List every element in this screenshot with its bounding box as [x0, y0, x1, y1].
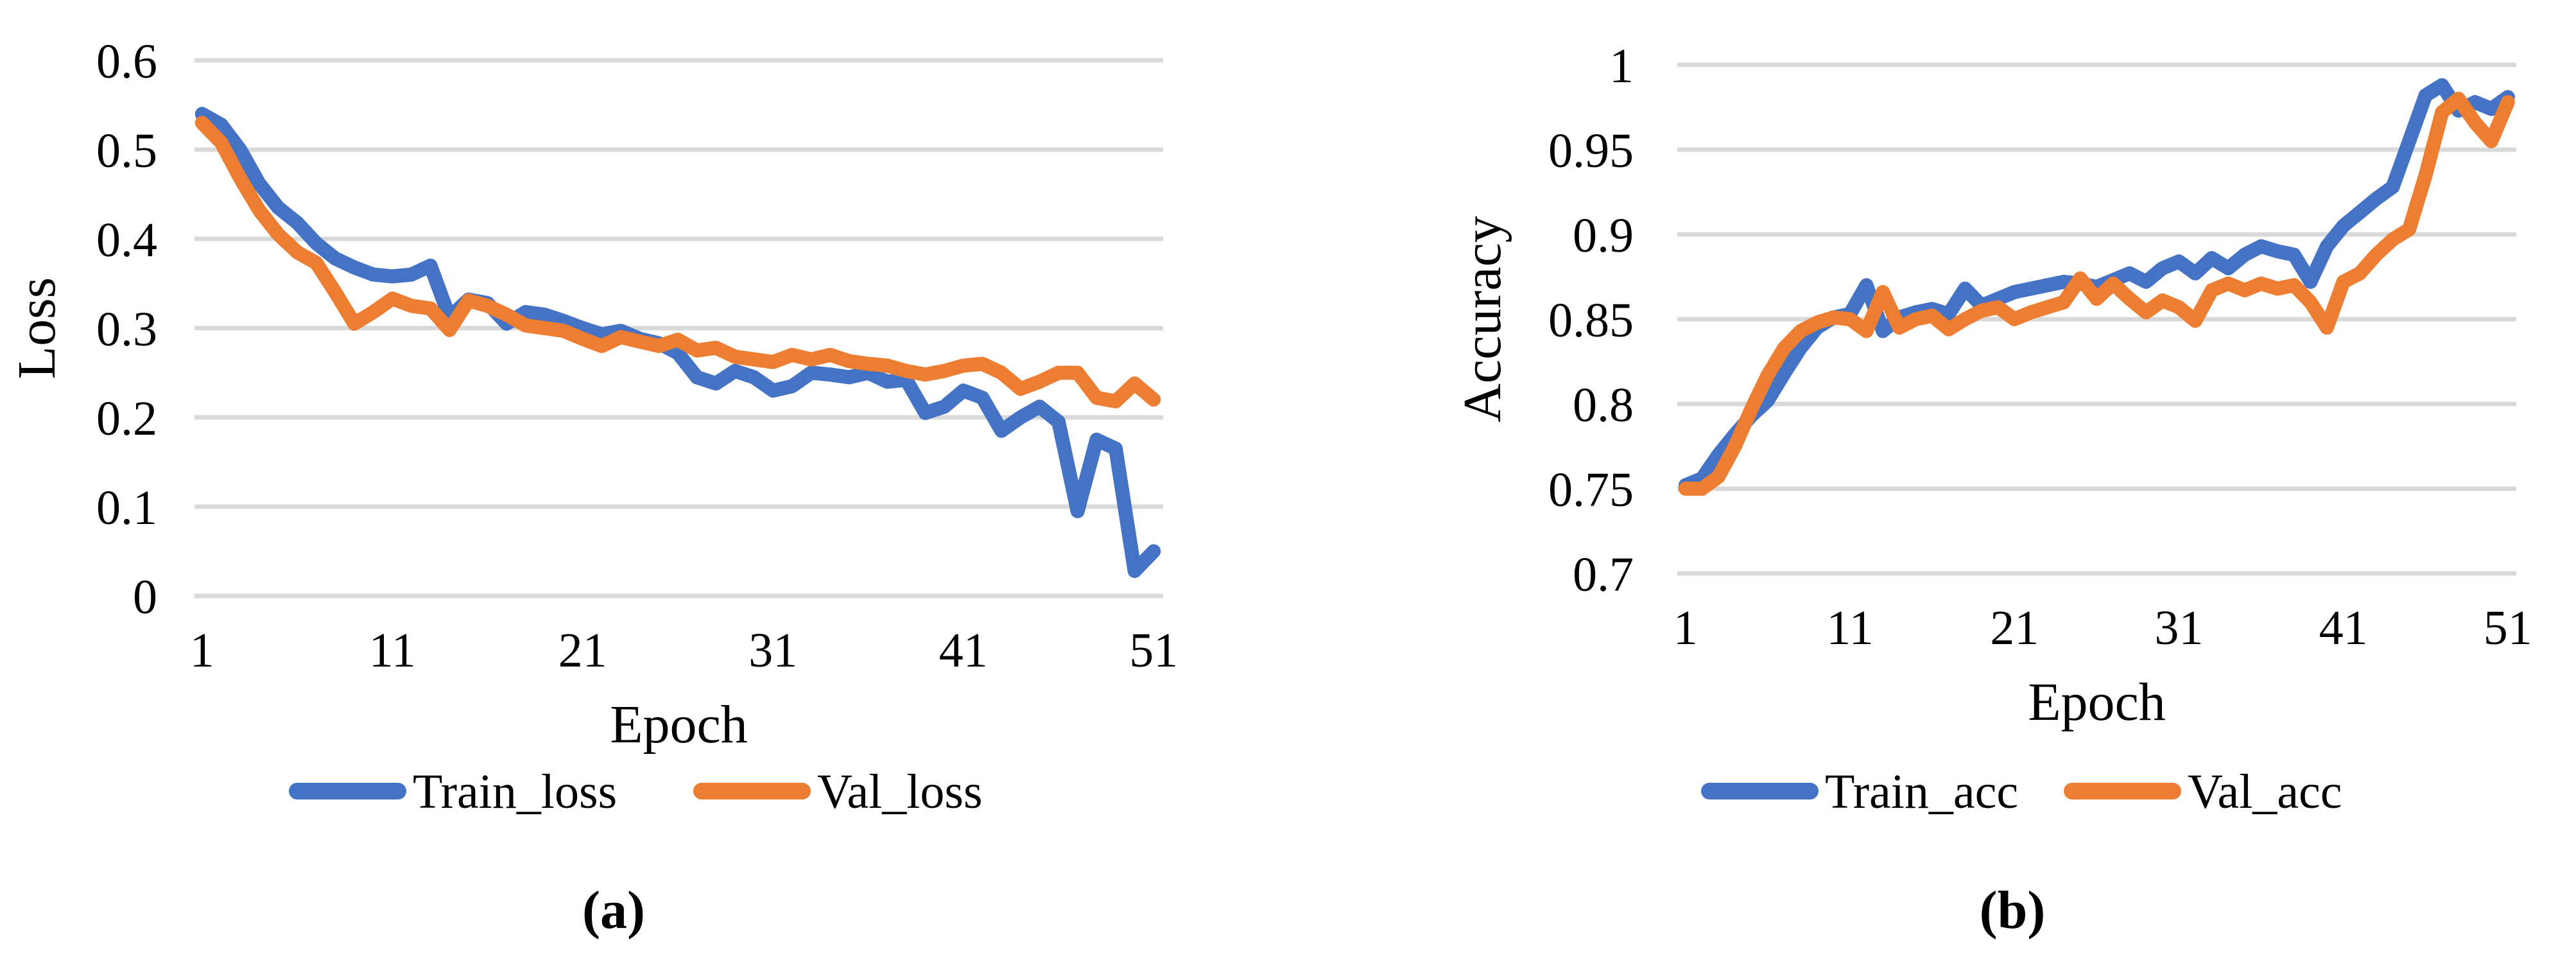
accuracy-series-val_acc [1678, 91, 2515, 496]
accuracy-ytick-label: 0.8 [1573, 378, 1634, 432]
loss-y-axis-title: Loss [7, 277, 67, 380]
loss-legend-swatch-train_loss [289, 783, 406, 799]
accuracy-xtick-label: 1 [1673, 601, 1698, 655]
loss-series-val_loss [194, 116, 1161, 408]
loss-legend-label-val_loss: Val_loss [817, 765, 983, 819]
loss-x-axis-title: Epoch [610, 695, 748, 755]
accuracy-legend-label-val_acc: Val_acc [2188, 765, 2342, 819]
loss-xtick-label: 1 [190, 624, 214, 677]
loss-xtick-label: 21 [558, 624, 607, 677]
accuracy-legend-label-train_acc: Train_acc [1825, 765, 2018, 819]
loss-xtick-label: 51 [1129, 624, 1178, 677]
accuracy-y-axis-title: Accuracy [1453, 216, 1512, 423]
accuracy-x-axis-title: Epoch [2028, 672, 2166, 732]
accuracy-xtick-label: 31 [2154, 601, 2203, 655]
loss-ytick-label: 0.4 [96, 213, 157, 267]
accuracy-ytick-label: 0.9 [1573, 209, 1634, 263]
accuracy-ytick-label: 0.7 [1573, 548, 1634, 602]
accuracy-xtick-label: 11 [1826, 601, 1873, 655]
loss-ytick-label: 0.5 [96, 124, 157, 178]
loss-legend-label-train_loss: Train_loss [413, 765, 617, 819]
loss-ytick-label: 0.2 [96, 392, 157, 446]
accuracy-ytick-label: 1 [1609, 39, 1634, 93]
accuracy-ytick-label: 0.95 [1548, 124, 1634, 178]
accuracy-xtick-label: 21 [1990, 601, 2039, 655]
accuracy-panel-label: (b) [1980, 880, 2046, 940]
accuracy-ytick-label: 0.75 [1548, 463, 1634, 517]
accuracy-legend-swatch-train_acc [1701, 783, 1819, 799]
loss-xtick-label: 31 [748, 624, 797, 677]
accuracy-ytick-label: 0.85 [1548, 293, 1634, 347]
loss-ytick-label: 0.1 [96, 481, 157, 535]
loss-legend-swatch-val_loss [693, 783, 811, 799]
loss-ytick-label: 0.3 [96, 302, 157, 356]
loss-xtick-label: 11 [369, 624, 416, 677]
loss-xtick-label: 41 [939, 624, 988, 677]
loss-chart-panel: 00.10.20.30.40.50.61 11 21 31 41 51EpochLossT… [7, 35, 1178, 940]
loss-series-train_loss [194, 107, 1161, 579]
loss-ytick-label: 0 [133, 570, 157, 624]
accuracy-xtick-label: 41 [2319, 601, 2368, 655]
loss-panel-label: (a) [582, 880, 645, 940]
accuracy-legend-swatch-val_acc [2064, 783, 2181, 799]
accuracy-series-train_acc [1678, 78, 2515, 493]
loss-ytick-label: 0.6 [96, 35, 157, 89]
accuracy-xtick-label: 51 [2484, 601, 2532, 655]
